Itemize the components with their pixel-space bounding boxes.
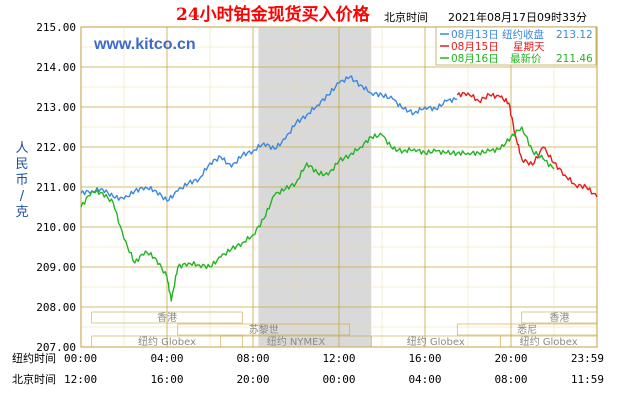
x-tick-label: 04:00 [150, 352, 183, 365]
source-watermark: www.kitco.cn [93, 36, 196, 53]
y-axis-label-char: / [20, 189, 25, 204]
y-tick-label: 211.00 [36, 181, 76, 194]
y-axis-label-char: 人 [15, 141, 28, 156]
session-box [91, 335, 243, 348]
session-box [177, 323, 351, 336]
x-tick-label: 12:00 [64, 373, 97, 386]
y-axis-label-char: 克 [15, 205, 28, 220]
x-tick-label: 08:00 [236, 352, 269, 365]
grid-lines [80, 26, 598, 348]
legend-value-1: 213.12 [556, 29, 593, 41]
series-line-red [456, 91, 598, 198]
session-box [456, 323, 598, 336]
x-tick-label: 08:00 [494, 373, 527, 386]
session-label: 香港 [549, 312, 569, 324]
y-tick-label: 215.00 [36, 21, 76, 34]
y-axis-label-char: 民 [15, 157, 28, 172]
y-tick-label: 208.00 [36, 301, 76, 314]
session-label: 纽约 Globex [407, 335, 465, 348]
session-label: 纽约 Globex [138, 335, 196, 348]
y-axis-label: 人 民 币 / 克 [15, 141, 28, 220]
y-tick-labels: 215.00 214.00 213.00 212.00 211.00 210.00 209.… [36, 21, 76, 354]
y-tick-label: 213.00 [36, 101, 76, 114]
y-tick-label: 214.00 [36, 61, 76, 74]
x-tick-labels: 00:00 04:00 08:00 12:00 16:00 20:00 23:59 12:00… [64, 352, 604, 386]
session-label: 香港 [157, 312, 177, 324]
legend-entry-2: 08月15日 星期天 [440, 41, 545, 53]
session-label: 纽约 NYMEX [267, 335, 326, 348]
x-row-label-beijing: 北京时间 [12, 372, 56, 386]
x-tick-label: 20:00 [494, 352, 527, 365]
y-tick-label: 212.00 [36, 141, 76, 154]
legend-date-1: 08月13日 [451, 29, 499, 41]
legend-date-2: 08月15日 [451, 41, 499, 53]
legend: 08月13日 纽约收盘 213.12 08月15日 星期天 08月16日 最新价… [435, 26, 597, 66]
x-tick-label: 16:00 [150, 373, 183, 386]
session-box [499, 335, 598, 348]
y-tick-label: 210.00 [36, 221, 76, 234]
legend-box [435, 26, 597, 66]
x-tick-label: 16:00 [408, 352, 441, 365]
legend-extra-3: 最新价 [510, 52, 542, 65]
x-tick-label: 20:00 [236, 373, 269, 386]
x-tick-label: 23:59 [571, 352, 604, 365]
session-box [521, 311, 598, 324]
legend-extra-1: 纽约收盘 [502, 28, 544, 41]
chart-title: 24小时铂金现货买入价格 [176, 4, 371, 25]
series-line-blue [80, 75, 458, 202]
legend-entry-1: 08月13日 纽约收盘 213.12 [440, 28, 593, 41]
legend-value-3: 211.46 [556, 53, 593, 65]
x-row-label-ny: 纽约时间 [12, 351, 56, 365]
session-box [91, 311, 243, 324]
session-label: 苏黎世 [249, 323, 279, 336]
x-tick-label: 00:00 [322, 373, 355, 386]
x-tick-label: 04:00 [408, 373, 441, 386]
series-lines [80, 75, 598, 302]
y-tick-label: 209.00 [36, 261, 76, 274]
x-tick-label: 00:00 [64, 352, 97, 365]
legend-date-3: 08月16日 [451, 53, 499, 65]
x-tick-label: 12:00 [322, 352, 355, 365]
legend-entry-3: 08月16日 最新价 211.46 [440, 52, 593, 65]
y-axis-label-char: 币 [15, 173, 28, 188]
x-tick-label: 11:59 [571, 373, 604, 386]
timestamp: 2021年08月17日09时33分 [448, 10, 587, 24]
series-line-green [80, 126, 555, 302]
legend-extra-2: 星期天 [513, 41, 545, 53]
session-label: 纽约 Globex [520, 335, 578, 348]
session-label: 悉尼 [517, 324, 537, 336]
timezone-label: 北京时间 [384, 10, 428, 24]
y-tick-label: 207.00 [36, 341, 76, 354]
